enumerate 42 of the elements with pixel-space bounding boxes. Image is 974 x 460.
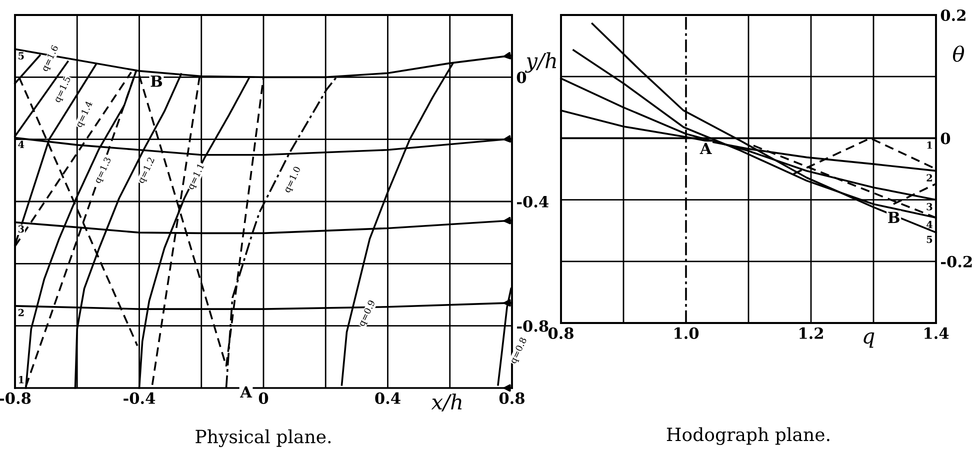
series-label: 3 bbox=[926, 203, 932, 210]
series-label: 1 bbox=[927, 141, 932, 149]
y-axis-title: y/h bbox=[524, 52, 556, 73]
x-tick-label: 0 bbox=[258, 392, 268, 404]
series-label: 4 bbox=[926, 220, 932, 228]
series-label: 1 bbox=[18, 376, 24, 384]
x-tick-label: 1.4 bbox=[924, 327, 949, 339]
annotation: q=1.3 bbox=[94, 156, 113, 184]
x-tick-label: -0.4 bbox=[124, 392, 156, 404]
series-label: 3 bbox=[18, 225, 24, 233]
x-tick-label: 1.2 bbox=[800, 327, 823, 339]
series-label: 2 bbox=[18, 308, 24, 316]
annotation: q=0.9 bbox=[358, 300, 377, 328]
y-axis-title: θ bbox=[952, 46, 964, 62]
annotation: B bbox=[150, 76, 162, 87]
y-tick-label: 0 bbox=[940, 132, 950, 144]
series-label: 5 bbox=[926, 236, 932, 244]
x-tick-label: 0.4 bbox=[375, 392, 400, 404]
annotation: q=1.4 bbox=[75, 100, 94, 128]
annotation: A bbox=[240, 386, 252, 398]
annotation: q=1.6 bbox=[40, 44, 60, 73]
x-axis-title: q bbox=[864, 332, 874, 348]
y-tick-label: 0 bbox=[516, 72, 526, 84]
annotation: q=1.0 bbox=[283, 166, 302, 194]
annotation: B bbox=[888, 212, 900, 223]
x-tick-label: 0.8 bbox=[499, 392, 524, 404]
x-tick-label: 0.8 bbox=[548, 327, 574, 339]
series-label: 4 bbox=[18, 140, 24, 148]
x-axis-title: x/h bbox=[431, 394, 462, 412]
text: Physical plane. bbox=[196, 429, 331, 448]
series-label: 2 bbox=[926, 174, 932, 182]
series-label: 5 bbox=[18, 52, 24, 60]
y-tick-label: 0.2 bbox=[940, 9, 966, 22]
x-tick-label: 1.0 bbox=[674, 327, 699, 339]
y-tick-label: -0.4 bbox=[516, 196, 548, 208]
annotation: q=1.5 bbox=[53, 76, 72, 104]
annotation: q=1.2 bbox=[137, 156, 156, 184]
annotation: A bbox=[700, 142, 712, 154]
annotation: q=0.8 bbox=[509, 336, 528, 365]
annotation: q=1.1 bbox=[186, 163, 206, 191]
text: Hodograph plane. bbox=[666, 427, 830, 445]
y-tick-label: -0.2 bbox=[940, 256, 972, 268]
